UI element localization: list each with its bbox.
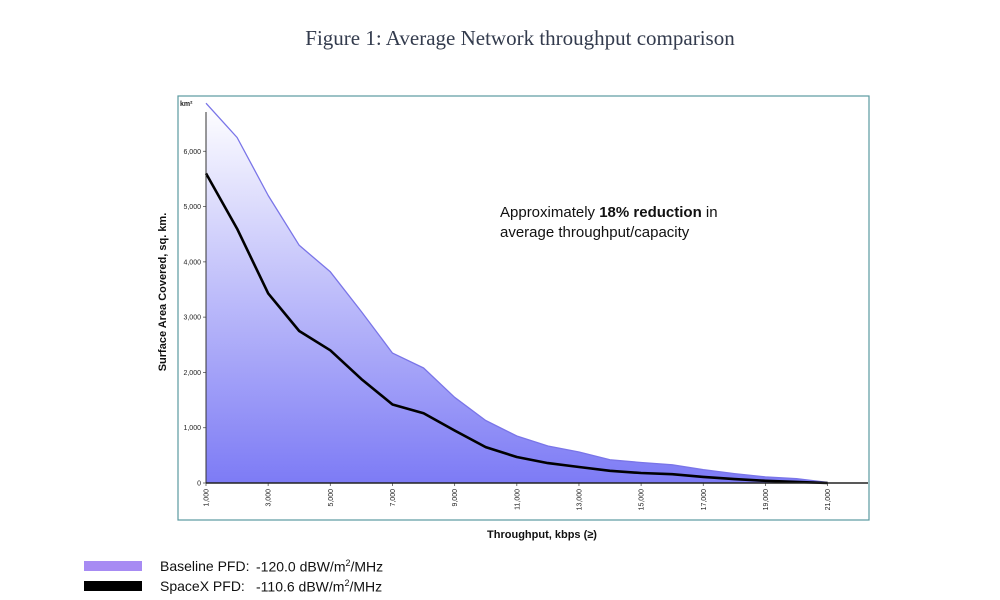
x-tick-label: 3,000 [266,489,273,507]
x-tick-label: 19,000 [763,489,770,511]
x-axis-label: Throughput, kbps (≥) [487,529,597,541]
x-tick-label: 11,000 [514,489,521,510]
legend-label-baseline: Baseline PFD: [160,558,250,574]
x-tick-label: 9,000 [452,489,459,507]
y-tick-label: 1,000 [183,425,201,432]
x-tick-label: 21,000 [825,489,832,511]
legend-label-spacex: SpaceX PFD: [160,578,245,594]
x-tick-label: 13,000 [576,489,583,511]
x-tick-label: 15,000 [639,489,646,511]
x-tick-label: 5,000 [328,489,335,507]
baseline-area [206,103,828,483]
legend-item-spacex: SpaceX PFD: -110.6 dBW/m2/MHz [84,578,382,594]
legend-value-baseline: -120.0 dBW/m2/MHz [256,557,384,575]
y-tick-label: 3,000 [183,315,201,322]
y-axis-label: Surface Area Covered, sq. km. [157,213,169,372]
annotation-line1: Approximately 18% reduction in [500,204,718,221]
plot-frame [177,95,870,521]
figure-title: Figure 1: Average Network throughput com… [305,26,735,50]
y-tick-label: 0 [197,481,201,488]
legend-swatch-spacex [84,581,142,591]
legend-value-spacex: -110.6 dBW/m2/MHz [256,577,383,595]
legend-item-baseline: Baseline PFD: -120.0 dBW/m2/MHz [84,558,383,574]
y-tick-label: 2,000 [183,370,201,377]
y-tick-label: 6,000 [183,149,201,156]
y-unit-label: km² [180,101,193,108]
y-tick-label: 4,000 [183,259,201,266]
x-tick-label: 1,000 [204,489,211,507]
x-tick-label: 7,000 [390,489,397,507]
annotation-line2: average throughput/capacity [500,224,690,241]
x-tick-label: 17,000 [701,489,708,511]
legend-swatch-baseline [84,561,142,571]
y-tick-label: 5,000 [183,204,201,211]
